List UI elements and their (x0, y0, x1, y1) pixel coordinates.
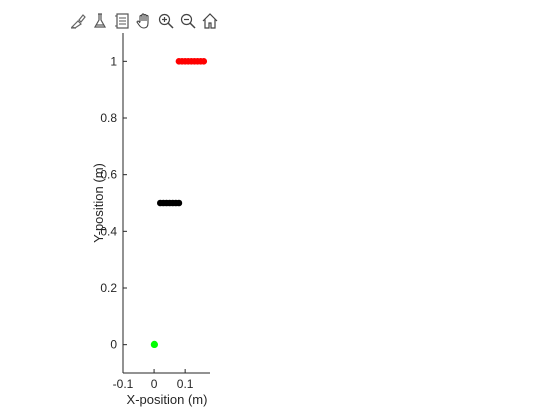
pan-hand-icon[interactable] (134, 10, 154, 32)
axes-toolbar (68, 10, 220, 32)
y-tick-label: 0.8 (100, 111, 117, 125)
x-tick-label: 0 (151, 377, 158, 391)
data-tips-icon[interactable] (90, 10, 110, 32)
y-axis-label: Y-position (m) (91, 163, 106, 243)
y-tick-label: 1 (110, 54, 117, 68)
x-tick-label: 0.1 (177, 377, 194, 391)
home-icon[interactable] (200, 10, 220, 32)
y-tick-label: 0.6 (100, 168, 117, 182)
zoom-in-icon[interactable] (156, 10, 176, 32)
x-tick-label: -0.1 (113, 377, 134, 391)
y-tick-label: 0.2 (100, 281, 117, 295)
brush-icon[interactable] (68, 10, 88, 32)
x-axis-label: X-position (m) (127, 392, 208, 407)
y-tick-label: 0 (110, 338, 117, 352)
zoom-out-icon[interactable] (178, 10, 198, 32)
y-tick-label: 0.4 (100, 224, 117, 238)
datacursor-icon[interactable] (112, 10, 132, 32)
